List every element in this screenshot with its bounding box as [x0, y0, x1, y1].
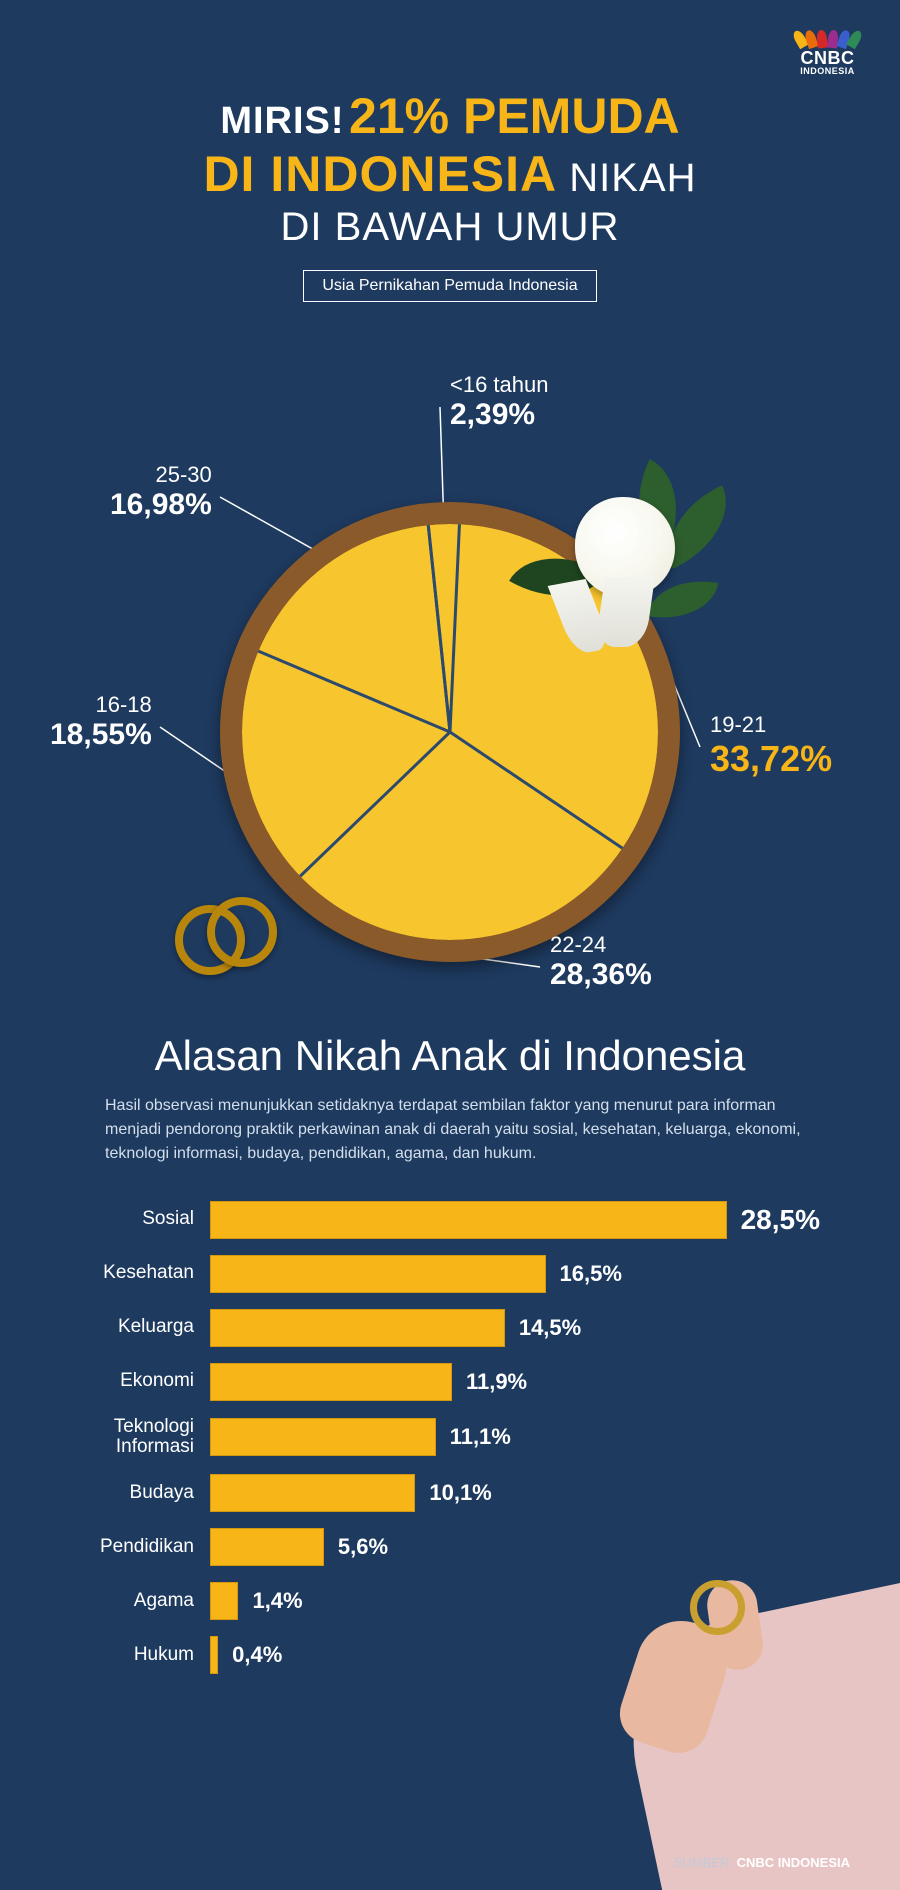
- wedding-rings-icon: [175, 897, 285, 977]
- bar-track: 11,9%: [210, 1363, 820, 1401]
- footer-credit: SUMBER: CNBC INDONESIA: [674, 1855, 850, 1870]
- logo-subtext: INDONESIA: [795, 66, 860, 76]
- bar-row: Kesehatan 16,5%: [80, 1255, 820, 1293]
- bar-row: Sosial 28,5%: [80, 1201, 820, 1239]
- bar-label: Keluarga: [80, 1317, 210, 1338]
- bar-fill: [210, 1636, 218, 1674]
- bar-row: Ekonomi 11,9%: [80, 1363, 820, 1401]
- bar-fill: [210, 1474, 415, 1512]
- headline-miris: MIRIS!: [220, 100, 344, 142]
- bar-label: Agama: [80, 1591, 210, 1612]
- bar-fill: [210, 1418, 436, 1456]
- headline-line3: DI BAWAH UMUR: [50, 205, 850, 250]
- bar-track: 14,5%: [210, 1309, 820, 1347]
- bar-track: 1,4%: [210, 1582, 820, 1620]
- bar-label: Pendidikan: [80, 1537, 210, 1558]
- bar-label: Budaya: [80, 1483, 210, 1504]
- bar-fill: [210, 1363, 452, 1401]
- bar-track: 16,5%: [210, 1255, 820, 1293]
- infographic-root: CNBC INDONESIA MIRIS! 21% PEMUDA DI INDO…: [0, 0, 900, 1890]
- pie-label-25-30: 25-30 16,98%: [110, 462, 212, 522]
- bar-label: Hukum: [80, 1645, 210, 1666]
- bar-track: 5,6%: [210, 1528, 820, 1566]
- flower-icon: [540, 467, 730, 637]
- bar-fill: [210, 1582, 238, 1620]
- headline-line1: MIRIS! 21% PEMUDA: [50, 90, 850, 143]
- bar-row: Hukum 0,4%: [80, 1636, 820, 1674]
- bar-fill: [210, 1528, 324, 1566]
- bar-value: 11,9%: [466, 1369, 527, 1395]
- bar-value: 28,5%: [741, 1204, 820, 1236]
- bar-fill: [210, 1309, 505, 1347]
- bar-section-desc: Hasil observasi menunjukkan setidaknya t…: [75, 1094, 825, 1166]
- headline-highlight1: 21% PEMUDA: [349, 88, 680, 144]
- bar-track: 11,1%: [210, 1418, 820, 1456]
- bar-value: 0,4%: [232, 1642, 282, 1668]
- headline-highlight2: DI INDONESIA: [203, 146, 557, 202]
- cnbc-logo: CNBC INDONESIA: [795, 30, 860, 76]
- bar-value: 14,5%: [519, 1315, 581, 1341]
- bar-row: Budaya 10,1%: [80, 1474, 820, 1512]
- bar-chart: Sosial 28,5% Kesehatan 16,5% Keluarga 14,5% Ek…: [50, 1201, 850, 1675]
- bar-fill: [210, 1255, 546, 1293]
- pie-label-16-18: 16-18 18,55%: [50, 692, 152, 752]
- bar-track: 10,1%: [210, 1474, 820, 1512]
- bar-track: 0,4%: [210, 1636, 820, 1674]
- bar-value: 5,6%: [338, 1534, 388, 1560]
- bar-section: Alasan Nikah Anak di Indonesia Hasil obs…: [50, 1032, 850, 1675]
- bar-label: Sosial: [80, 1209, 210, 1230]
- bar-label: Kesehatan: [80, 1263, 210, 1284]
- bar-row: Agama 1,4%: [80, 1582, 820, 1620]
- pie-label-lt16: <16 tahun 2,39%: [450, 372, 548, 432]
- bar-section-title: Alasan Nikah Anak di Indonesia: [50, 1032, 850, 1080]
- pie-label-19-21: 19-21 33,72%: [710, 712, 832, 780]
- bar-track: 28,5%: [210, 1201, 820, 1239]
- pie-subtitle-box: Usia Pernikahan Pemuda Indonesia: [303, 270, 596, 302]
- pie-label-22-24: 22-24 28,36%: [550, 932, 652, 992]
- bar-value: 10,1%: [429, 1480, 491, 1506]
- bar-row: TeknologiInformasi 11,1%: [80, 1417, 820, 1459]
- bar-row: Pendidikan 5,6%: [80, 1528, 820, 1566]
- bar-value: 16,5%: [560, 1261, 622, 1287]
- pie-section: <16 tahun 2,39% 19-21 33,72% 22-24 28,36…: [50, 342, 850, 982]
- headline-block: MIRIS! 21% PEMUDA DI INDONESIA NIKAH DI …: [50, 90, 850, 302]
- logo-text: CNBC: [795, 50, 860, 66]
- bar-row: Keluarga 14,5%: [80, 1309, 820, 1347]
- peacock-icon: [795, 30, 860, 48]
- bar-value: 11,1%: [450, 1424, 511, 1450]
- bar-label: Ekonomi: [80, 1371, 210, 1392]
- bar-value: 1,4%: [252, 1588, 302, 1614]
- bar-fill: [210, 1201, 727, 1239]
- headline-rest2: NIKAH: [569, 156, 696, 200]
- headline-line2: DI INDONESIA NIKAH: [50, 145, 850, 203]
- bar-label: TeknologiInformasi: [80, 1417, 210, 1459]
